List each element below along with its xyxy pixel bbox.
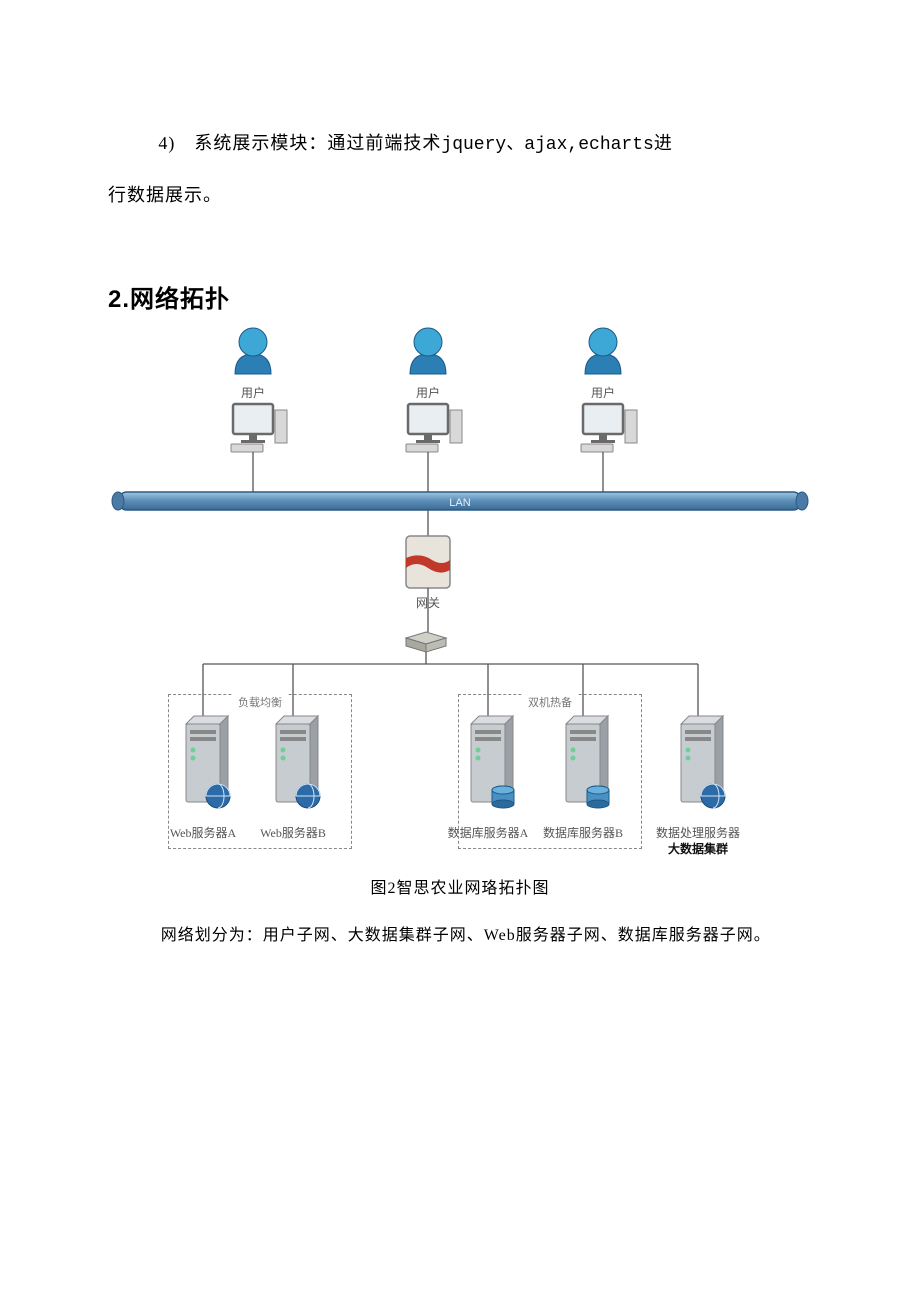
figure-caption: 图2智思农业网珞拓扑图 bbox=[108, 874, 812, 898]
user-label: 用户 bbox=[591, 384, 615, 401]
paragraph-module-4: 4) 系统展示模块：通过前端技术jquery、ajax,echarts进 bbox=[108, 118, 812, 170]
server-label: 数据处理服务器 bbox=[656, 824, 740, 841]
grouping-box: 负载均衡 bbox=[168, 694, 352, 849]
topology-diagram: LAN 用户用户用户网关Web服务器AWeb服务器B数据库服务器A数据库服务器B… bbox=[108, 324, 812, 860]
text-suffix: 进 bbox=[654, 133, 673, 153]
heading-topology: 2.网络拓扑 bbox=[108, 279, 812, 314]
text-subnets: 网络划分为：用户子网、大数据集群子网、Web服务器子网、数据库服务器子网。 bbox=[161, 927, 771, 944]
svg-text:LAN: LAN bbox=[449, 497, 470, 509]
grouping-title: 负载均衡 bbox=[232, 694, 288, 710]
grouping-box: 双机热备 bbox=[458, 694, 642, 849]
user-label: 用户 bbox=[241, 384, 265, 401]
gateway-label: 网关 bbox=[416, 594, 440, 611]
text-tech: jquery、ajax,echarts bbox=[441, 135, 653, 155]
user-label: 用户 bbox=[416, 384, 440, 401]
grouping-title: 双机热备 bbox=[522, 694, 578, 710]
paragraph-subnets: 网络划分为：用户子网、大数据集群子网、Web服务器子网、数据库服务器子网。 bbox=[108, 922, 812, 949]
text-prefix: 4) 系统展示模块：通过前端技术 bbox=[158, 133, 441, 153]
server-cluster-label: 大数据集群 bbox=[668, 840, 728, 857]
paragraph-module-4-line2: 行数据展示。 bbox=[108, 170, 812, 220]
